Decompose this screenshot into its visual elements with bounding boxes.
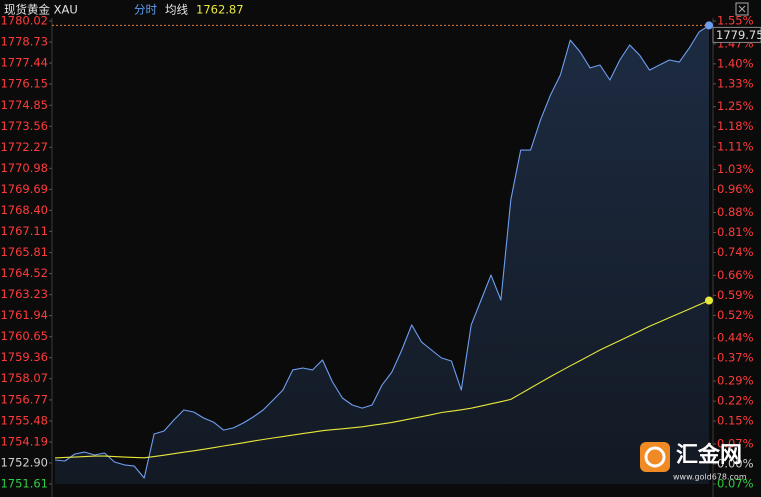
y2-tick-label: 0.59% [717, 288, 754, 302]
y-tick-label: 1767.11 [0, 224, 48, 238]
y-tick-label: 1755.48 [0, 413, 48, 427]
window-button-glyph[interactable] [738, 5, 746, 13]
average-dot [705, 296, 713, 305]
y-tick-label: 1763.23 [0, 287, 48, 301]
y2-tick-label: 0.74% [717, 245, 754, 259]
y-tick-label: 1777.44 [0, 56, 48, 70]
y-tick-label: 1754.19 [0, 434, 48, 448]
y2-tick-label: 1.18% [717, 119, 754, 133]
chart-mode: 分时 [134, 3, 157, 17]
y-tick-label: 1774.85 [0, 98, 48, 112]
watermark-name: 汇金网 [676, 442, 742, 468]
average-value: 1762.87 [196, 3, 244, 17]
y-tick-label: 1768.40 [0, 203, 48, 217]
y-tick-label: 1770.98 [0, 161, 48, 175]
y-tick-label: 1765.81 [0, 245, 48, 259]
y2-tick-label: 0.88% [717, 205, 754, 219]
y-tick-label: 1773.56 [0, 119, 48, 133]
y2-tick-label: 0.00% [717, 456, 754, 470]
y2-tick-label: 0.52% [717, 308, 754, 322]
last-price-label: 1779.75 [716, 28, 761, 42]
y2-tick-label: 1.33% [717, 76, 754, 90]
y-tick-label: 1759.36 [0, 350, 48, 364]
y2-tick-label: 1.40% [717, 56, 754, 70]
y2-tick-label: 1.11% [717, 139, 754, 153]
y2-tick-label: 0.37% [717, 351, 754, 365]
y2-tick-label: 0.66% [717, 268, 754, 282]
logo-glyph [644, 446, 666, 468]
y2-tick-label: 0.15% [717, 414, 754, 428]
watermark-url: www.gold678.com [673, 473, 747, 482]
y2-tick-label: 0.96% [717, 182, 754, 196]
last-price-dot [705, 21, 713, 30]
y-tick-label: 1776.15 [0, 77, 48, 91]
y-tick-label: 1772.27 [0, 140, 48, 154]
y2-tick-label: 0.22% [717, 394, 754, 408]
y-tick-label: 1756.77 [0, 392, 48, 406]
y2-tick-label: 0.44% [717, 331, 754, 345]
y2-tick-label: 1.55% [717, 14, 754, 28]
y2-tick-label: 1.25% [717, 99, 754, 113]
y-tick-label: 1778.73 [0, 35, 48, 49]
chart-title: 现货黄金 XAU [4, 3, 78, 17]
average-legend: 均线 [165, 3, 188, 17]
y-tick-label: 1780.02 [0, 14, 48, 28]
y2-tick-label: 1.03% [717, 162, 754, 176]
window-button[interactable] [735, 2, 749, 16]
y2-tick-label: 0.81% [717, 225, 754, 239]
y2-tick-label: 0.07% [717, 436, 754, 450]
logo-icon [640, 442, 670, 472]
overlay: 汇金网 www.gold678.com 1779.75 [52, 21, 761, 482]
y-tick-label: 1752.90 [0, 455, 48, 469]
y-tick-label: 1764.52 [0, 266, 48, 280]
y-tick-label: 1761.94 [0, 308, 48, 322]
y-tick-label: 1758.07 [0, 371, 48, 385]
y-tick-label: 1769.69 [0, 182, 48, 196]
y2-tick-label: 0.07% [717, 477, 754, 491]
price-area [55, 25, 709, 485]
y2-tick-label: 0.29% [717, 374, 754, 388]
plot: 1780.02 1778.73 1777.44 1776.15 1774.85 1773.… [0, 14, 753, 491]
window-button-frame[interactable] [735, 2, 749, 16]
y-tick-label: 1760.65 [0, 329, 48, 343]
price-line [54, 24, 710, 479]
last-price-box [712, 26, 761, 43]
average-line [54, 299, 710, 459]
y-tick-label: 1751.61 [0, 477, 48, 491]
